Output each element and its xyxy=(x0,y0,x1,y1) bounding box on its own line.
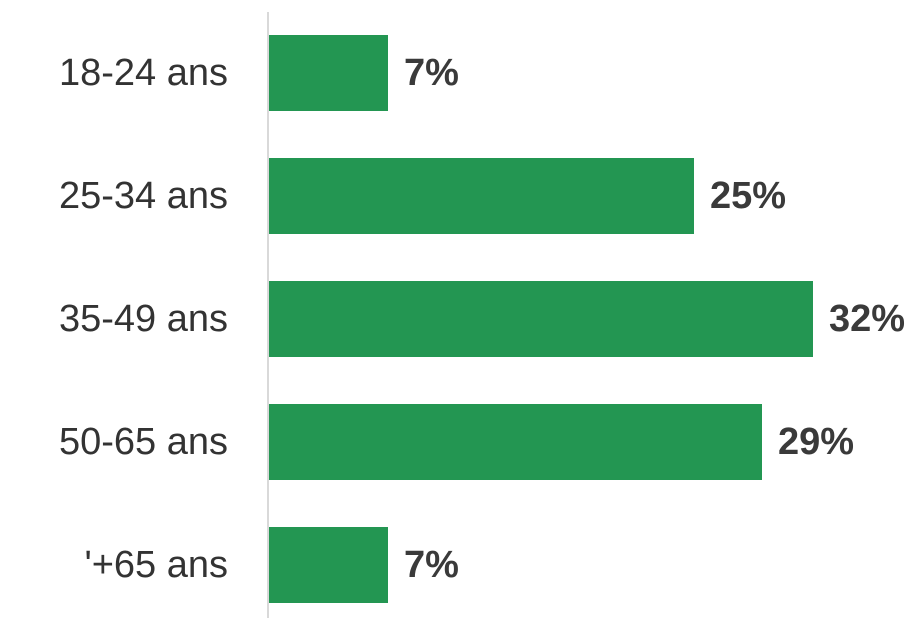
category-label-3: 50-65 ans xyxy=(59,421,228,463)
value-label-2: 32% xyxy=(829,298,905,340)
value-label-4: 7% xyxy=(404,544,459,586)
category-label-4: '+65 ans xyxy=(84,544,228,586)
category-label-1: 25-34 ans xyxy=(59,175,228,217)
category-label-2: 35-49 ans xyxy=(59,298,228,340)
value-label-0: 7% xyxy=(404,52,459,94)
bar-0 xyxy=(269,35,388,111)
bar-3 xyxy=(269,404,762,480)
bar-1 xyxy=(269,158,694,234)
bar-4 xyxy=(269,527,388,603)
bars-group: 18-24 ans 7% 25-34 ans 25% 35-49 ans 32% 50-65… xyxy=(59,35,905,603)
category-label-0: 18-24 ans xyxy=(59,52,228,94)
value-label-3: 29% xyxy=(778,421,854,463)
value-label-1: 25% xyxy=(710,175,786,217)
bar-2 xyxy=(269,281,813,357)
